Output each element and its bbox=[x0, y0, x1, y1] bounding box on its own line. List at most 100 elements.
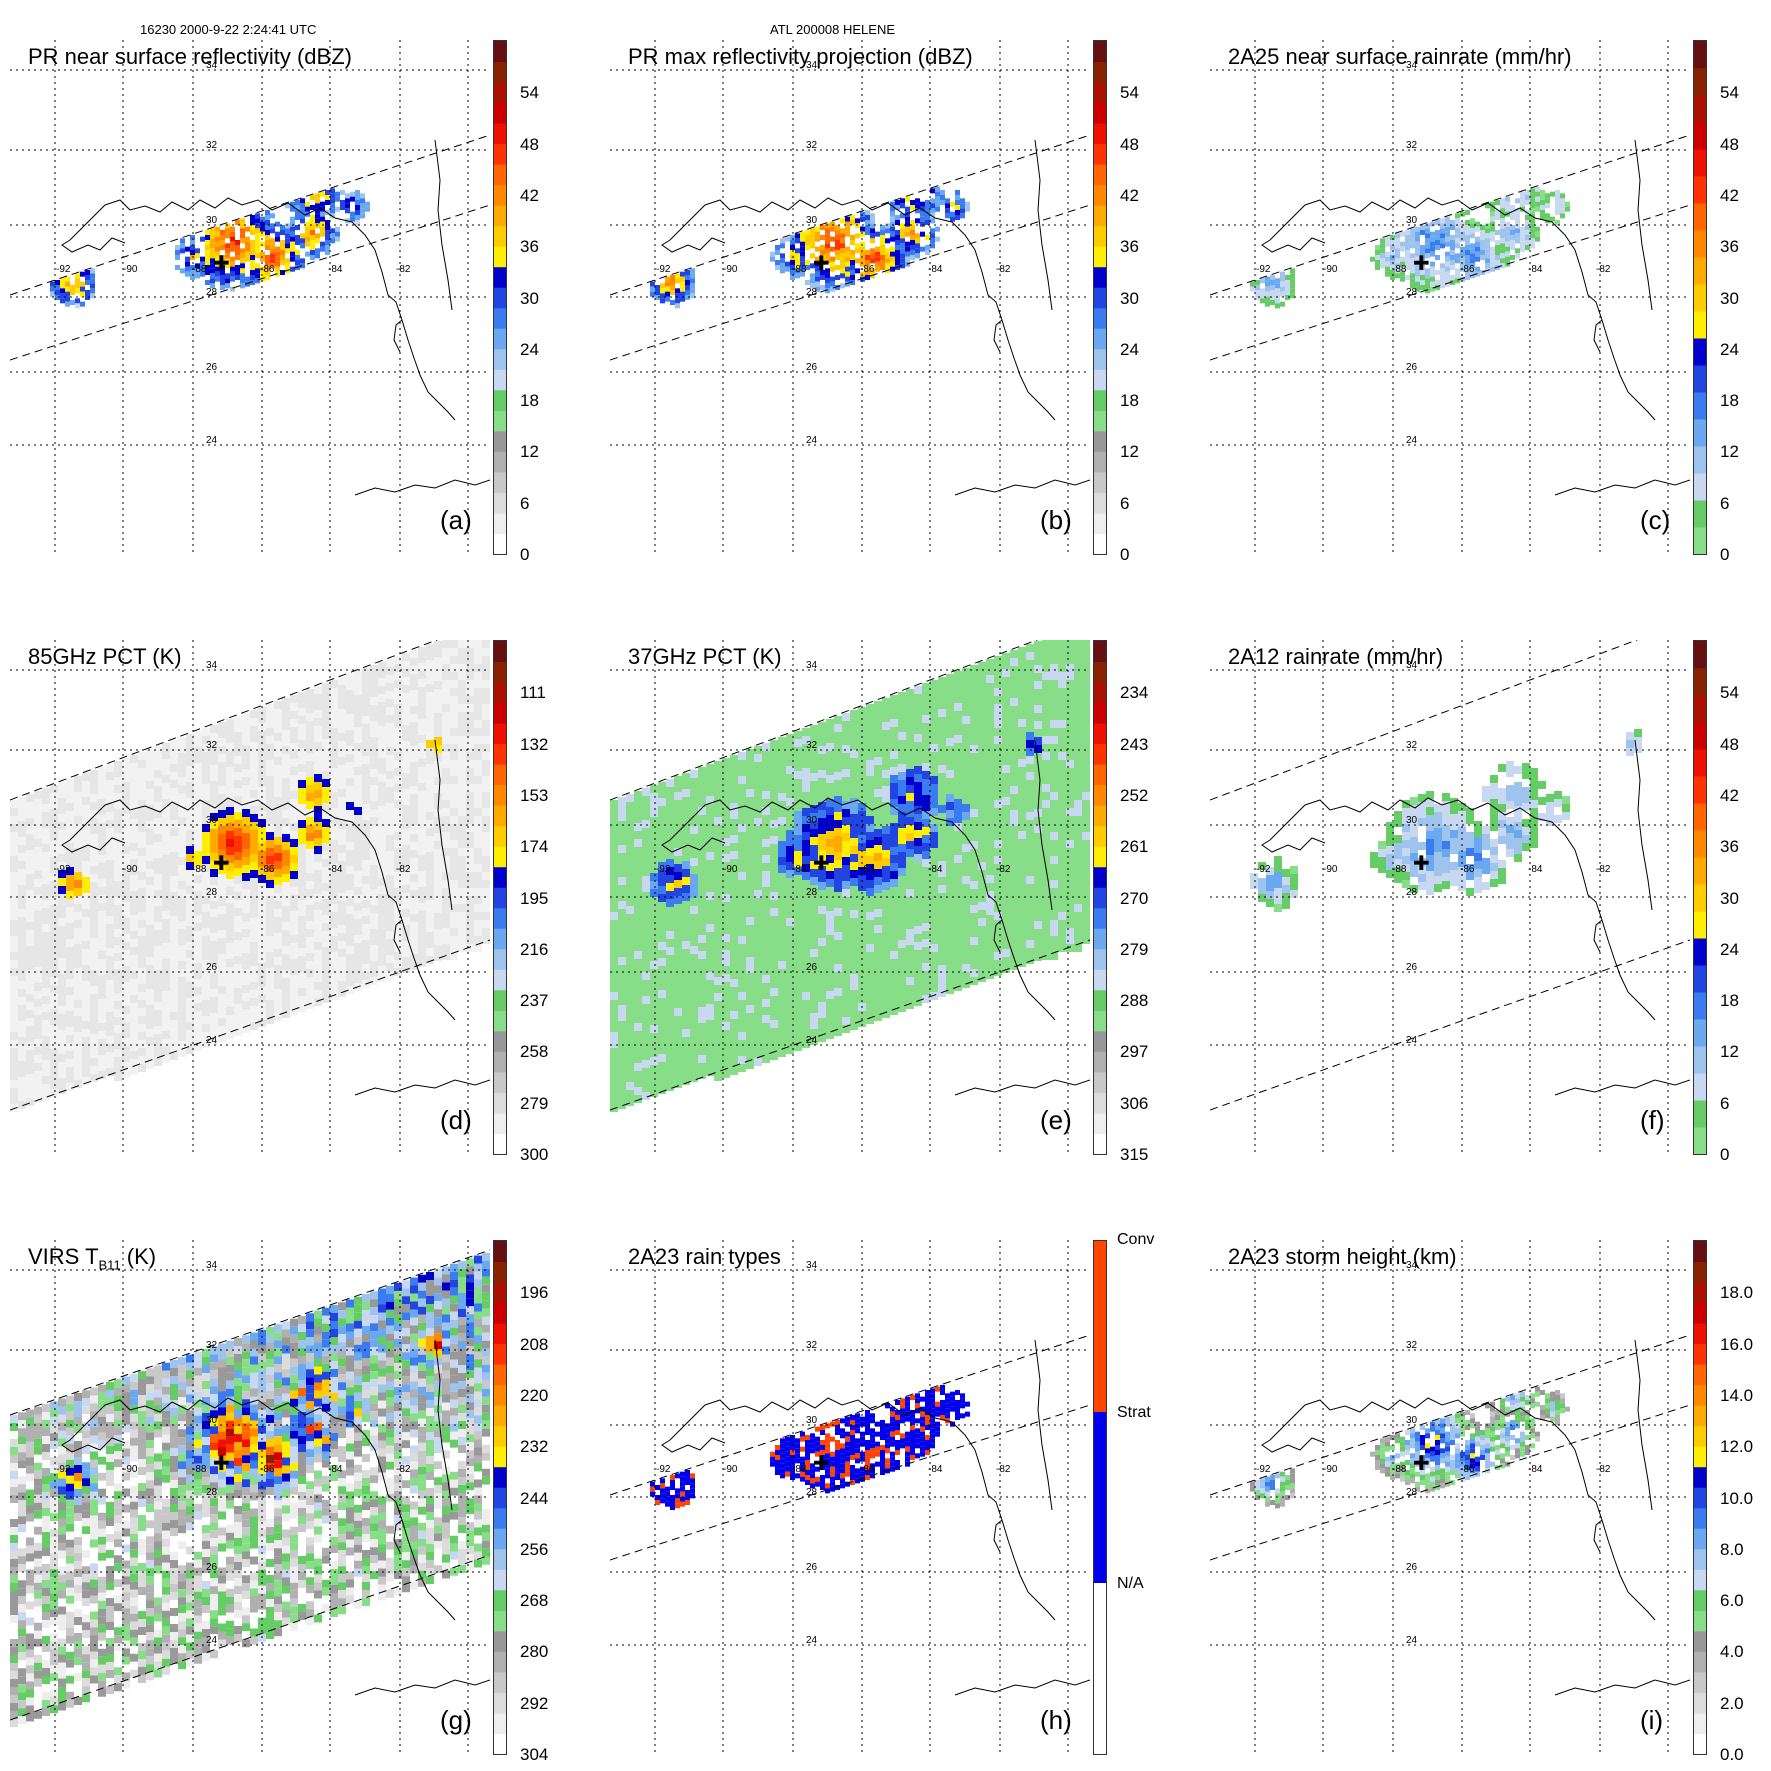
field-pixel bbox=[234, 980, 242, 988]
field-pixel bbox=[650, 1033, 658, 1041]
colorbar-tick: 111 bbox=[520, 683, 546, 703]
field-pixel bbox=[178, 809, 186, 817]
field-pixel bbox=[642, 956, 650, 964]
field-pixel bbox=[834, 860, 842, 868]
field-pixel bbox=[218, 1026, 226, 1034]
field-pixel bbox=[474, 664, 482, 672]
field-pixel bbox=[290, 221, 295, 227]
field-pixel bbox=[170, 828, 178, 836]
field-pixel bbox=[200, 271, 205, 277]
field-pixel bbox=[786, 942, 794, 950]
field-pixel bbox=[674, 872, 682, 880]
field-pixel bbox=[386, 843, 394, 851]
field-pixel bbox=[746, 1045, 754, 1053]
field-pixel bbox=[18, 829, 26, 837]
field-pixel bbox=[818, 834, 826, 842]
field-pixel bbox=[826, 967, 834, 975]
field-pixel bbox=[394, 920, 402, 928]
field-pixel bbox=[1435, 230, 1440, 235]
field-pixel bbox=[234, 1020, 242, 1028]
field-pixel bbox=[66, 963, 74, 971]
field-pixel bbox=[290, 251, 295, 257]
coastline bbox=[61, 739, 490, 1096]
lat-lon-grid bbox=[10, 40, 490, 555]
field-pixel bbox=[146, 781, 154, 789]
field-pixel bbox=[338, 933, 346, 941]
field-pixel bbox=[1470, 243, 1475, 249]
field-pixel bbox=[762, 887, 770, 895]
field-pixel bbox=[1435, 270, 1440, 275]
field-pixel bbox=[434, 897, 442, 905]
field-pixel bbox=[90, 278, 95, 284]
field-pixel bbox=[1275, 293, 1280, 299]
field-pixel bbox=[250, 990, 258, 998]
field-pixel bbox=[826, 759, 834, 767]
field-pixel bbox=[698, 935, 706, 943]
field-pixel bbox=[1520, 236, 1525, 242]
field-pixel bbox=[418, 727, 426, 735]
field-pixel bbox=[270, 243, 275, 249]
field-pixel bbox=[940, 200, 945, 205]
field-pixel bbox=[282, 730, 290, 738]
field-pixel bbox=[674, 832, 682, 840]
field-pixel bbox=[26, 930, 34, 938]
field-pixel bbox=[258, 731, 266, 739]
field-pixel bbox=[746, 917, 754, 925]
field-pixel bbox=[1530, 223, 1535, 229]
field-pixel bbox=[154, 802, 162, 810]
field-pixel bbox=[322, 915, 330, 923]
field-pixel bbox=[1530, 233, 1535, 239]
field-pixel bbox=[1495, 255, 1500, 260]
field-pixel bbox=[154, 1010, 162, 1018]
field-pixel bbox=[1415, 261, 1420, 267]
field-pixel bbox=[626, 810, 634, 818]
field-pixel bbox=[925, 245, 930, 250]
field-pixel bbox=[282, 706, 290, 714]
longitude-label: -88 bbox=[1392, 264, 1407, 275]
field-pixel bbox=[162, 1031, 170, 1039]
field-pixel bbox=[1465, 260, 1470, 265]
field-pixel bbox=[18, 1013, 26, 1021]
field-pixel bbox=[178, 769, 186, 777]
field-pixel bbox=[834, 764, 842, 772]
field-pixel bbox=[626, 1010, 634, 1018]
field-pixel bbox=[810, 238, 815, 244]
field-pixel bbox=[778, 809, 786, 817]
field-pixel bbox=[138, 904, 146, 912]
field-pixel bbox=[698, 927, 706, 935]
field-pixel bbox=[746, 949, 754, 957]
field-pixel bbox=[322, 811, 330, 819]
field-pixel bbox=[805, 280, 810, 285]
field-pixel bbox=[306, 961, 314, 969]
field-pixel bbox=[218, 938, 226, 946]
field-pixel bbox=[685, 275, 690, 280]
field-pixel bbox=[186, 926, 194, 934]
field-pixel bbox=[810, 973, 818, 981]
field-pixel bbox=[226, 1023, 234, 1031]
field-pixel bbox=[482, 664, 490, 672]
field-pixel bbox=[322, 819, 330, 827]
field-pixel bbox=[794, 763, 802, 771]
field-pixel bbox=[674, 808, 682, 816]
field-pixel bbox=[122, 1054, 130, 1062]
field-pixel bbox=[418, 719, 426, 727]
field-pixel bbox=[242, 993, 250, 1001]
field-pixel bbox=[186, 886, 194, 894]
field-pixel bbox=[1530, 203, 1535, 209]
colorbar-segment bbox=[494, 123, 506, 145]
field-pixel bbox=[114, 841, 122, 849]
field-pixel bbox=[202, 984, 210, 992]
field-pixel bbox=[146, 869, 154, 877]
field-pixel bbox=[698, 919, 706, 927]
field-pixel bbox=[1420, 245, 1425, 250]
field-pixel bbox=[794, 923, 802, 931]
field-pixel bbox=[682, 829, 690, 837]
field-pixel bbox=[746, 941, 754, 949]
field-pixel bbox=[242, 913, 250, 921]
field-pixel bbox=[850, 270, 855, 275]
field-pixel bbox=[610, 1064, 618, 1072]
field-pixel bbox=[955, 195, 960, 200]
field-pixel bbox=[1435, 235, 1440, 240]
field-pixel bbox=[230, 226, 235, 232]
field-pixel bbox=[402, 661, 410, 669]
